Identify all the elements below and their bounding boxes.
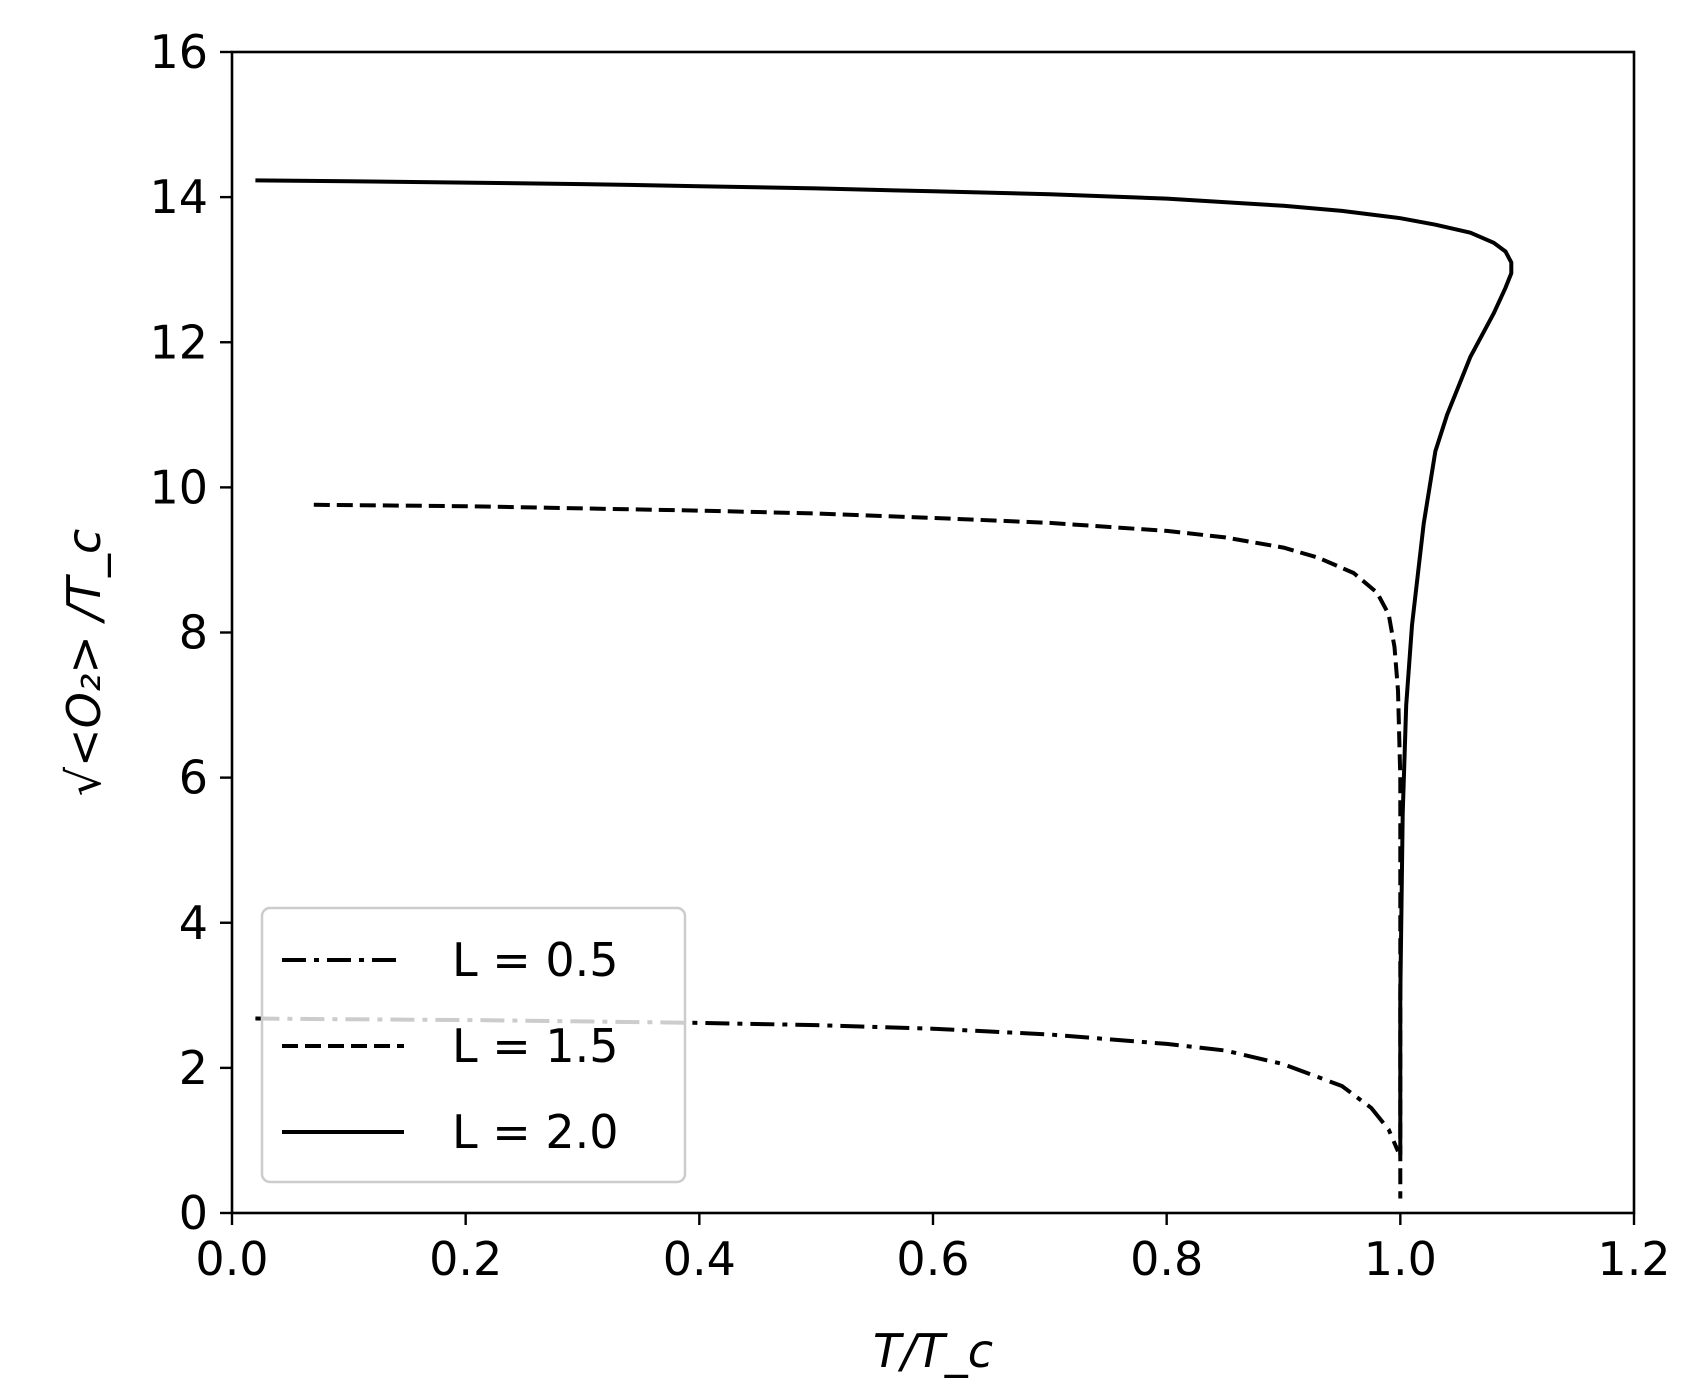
y-tick-label: 8 <box>179 606 208 660</box>
legend-label-2: L = 1.5 <box>452 1019 619 1073</box>
x-tick-label: 1.0 <box>1364 1232 1437 1286</box>
y-tick-label: 12 <box>149 315 208 369</box>
series-layer <box>255 178 1514 1199</box>
series-line-3 <box>255 178 1514 1155</box>
x-tick-label: 0.4 <box>663 1232 736 1286</box>
y-tick-label: 16 <box>149 25 208 79</box>
x-tick-label: 0.2 <box>429 1232 502 1286</box>
ticks-layer: 0.0 0.2 0.4 0.6 0.8 1.0 1.2 0 2 4 6 8 10 12 14 16 <box>149 25 1670 1286</box>
y-tick-label: 4 <box>179 896 208 950</box>
y-axis-label: √<O₂> /T_c <box>57 529 111 797</box>
legend-label-3: L = 2.0 <box>452 1105 619 1159</box>
x-axis-label: T/T_c <box>873 1324 993 1378</box>
x-tick-label: 1.2 <box>1597 1232 1670 1286</box>
y-tick-label: 2 <box>179 1041 208 1095</box>
legend-label-1: L = 0.5 <box>452 933 619 987</box>
y-tick-label: 0 <box>179 1186 208 1240</box>
x-tick-label: 0.0 <box>195 1232 268 1286</box>
svg-text:√<O₂> /T_c: √<O₂> /T_c <box>57 529 111 797</box>
legend-box <box>260 906 687 1184</box>
y-tick-label: 14 <box>149 170 208 224</box>
y-tick-label: 10 <box>149 460 208 514</box>
legend: L = 0.5 L = 1.5 L = 2.0 <box>260 906 687 1184</box>
y-tick-label: 6 <box>179 751 208 805</box>
x-tick-label: 0.6 <box>896 1232 969 1286</box>
x-tick-label: 0.8 <box>1130 1232 1203 1286</box>
series-line-2 <box>313 502 1403 1199</box>
